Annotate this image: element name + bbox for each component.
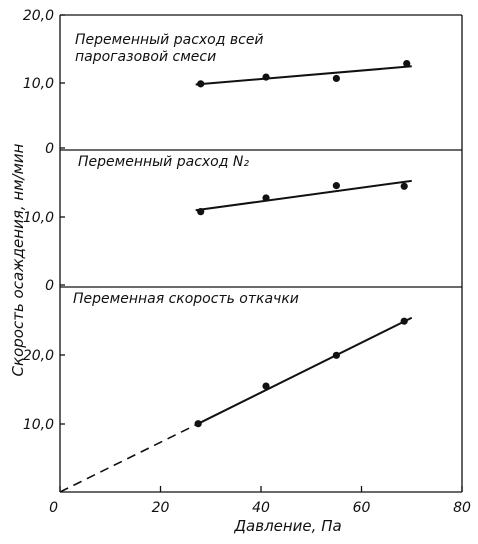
x-axis-label: Давление, Па [233,517,341,535]
panel-title-line: Переменная скорость откачки [73,291,299,307]
data-point [262,73,270,81]
data-point [262,382,270,390]
data-point [332,74,340,83]
y-tick-label: 20,0 [23,8,54,24]
data-point [262,194,270,202]
panel-title-line: Переменный расход N₂ [78,154,249,170]
x-tick-label: 20 [152,500,170,516]
x-axis: 0 20 40 60 80 [49,486,471,516]
y-tick-label: 20,0 [23,348,54,364]
extrapolation-line [59,422,199,493]
data-point [332,351,340,359]
panel-title-line: парогазовой смеси [75,49,216,65]
panel-title-line: Переменный расход всей [75,32,264,48]
fit-line [197,316,413,425]
x-tick-label: 60 [353,500,371,516]
panel: Переменный расход N₂ 10,0 0 [23,154,412,294]
data-point [400,182,408,190]
chart-frame [59,14,463,493]
x-tick-label: 0 [49,500,58,516]
y-tick-label: 10,0 [23,210,54,226]
y-tick-label: 0 [45,141,54,157]
data-point [332,182,340,190]
y-tick-label: 0 [45,278,54,294]
data-point [197,208,205,216]
y-tick-label: 10,0 [23,417,54,433]
data-point [400,317,408,325]
y-tick-label: 10,0 [23,76,54,92]
data-point [194,420,202,428]
panel: Переменная скорость откачки 20,0 10,0 [23,291,413,493]
data-point [197,80,205,88]
x-tick-label: 40 [252,500,270,516]
data-point [403,60,411,68]
y-axis-label: Скорость осаждения, нм/мин [9,143,27,376]
fit-line [195,179,412,212]
fit-line [195,65,412,86]
x-tick-label: 80 [453,500,471,516]
